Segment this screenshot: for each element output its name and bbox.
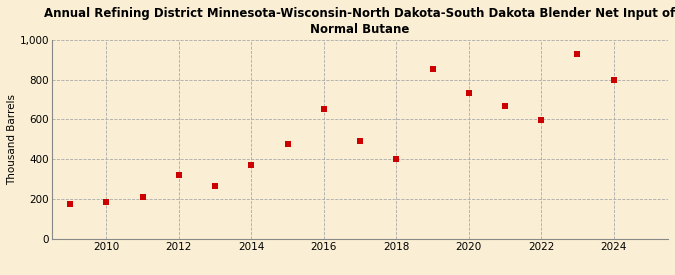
- Point: [463, 90, 474, 95]
- Point: [500, 103, 510, 108]
- Point: [427, 67, 438, 71]
- Point: [282, 142, 293, 147]
- Point: [137, 195, 148, 199]
- Point: [536, 118, 547, 123]
- Point: [101, 200, 112, 204]
- Title: Annual Refining District Minnesota-Wisconsin-North Dakota-South Dakota Blender N: Annual Refining District Minnesota-Wisco…: [45, 7, 675, 36]
- Point: [572, 52, 583, 56]
- Point: [210, 184, 221, 188]
- Point: [391, 157, 402, 161]
- Point: [246, 163, 256, 167]
- Point: [354, 139, 365, 144]
- Point: [65, 202, 76, 206]
- Point: [319, 106, 329, 111]
- Point: [608, 78, 619, 82]
- Point: [173, 173, 184, 177]
- Y-axis label: Thousand Barrels: Thousand Barrels: [7, 94, 17, 185]
